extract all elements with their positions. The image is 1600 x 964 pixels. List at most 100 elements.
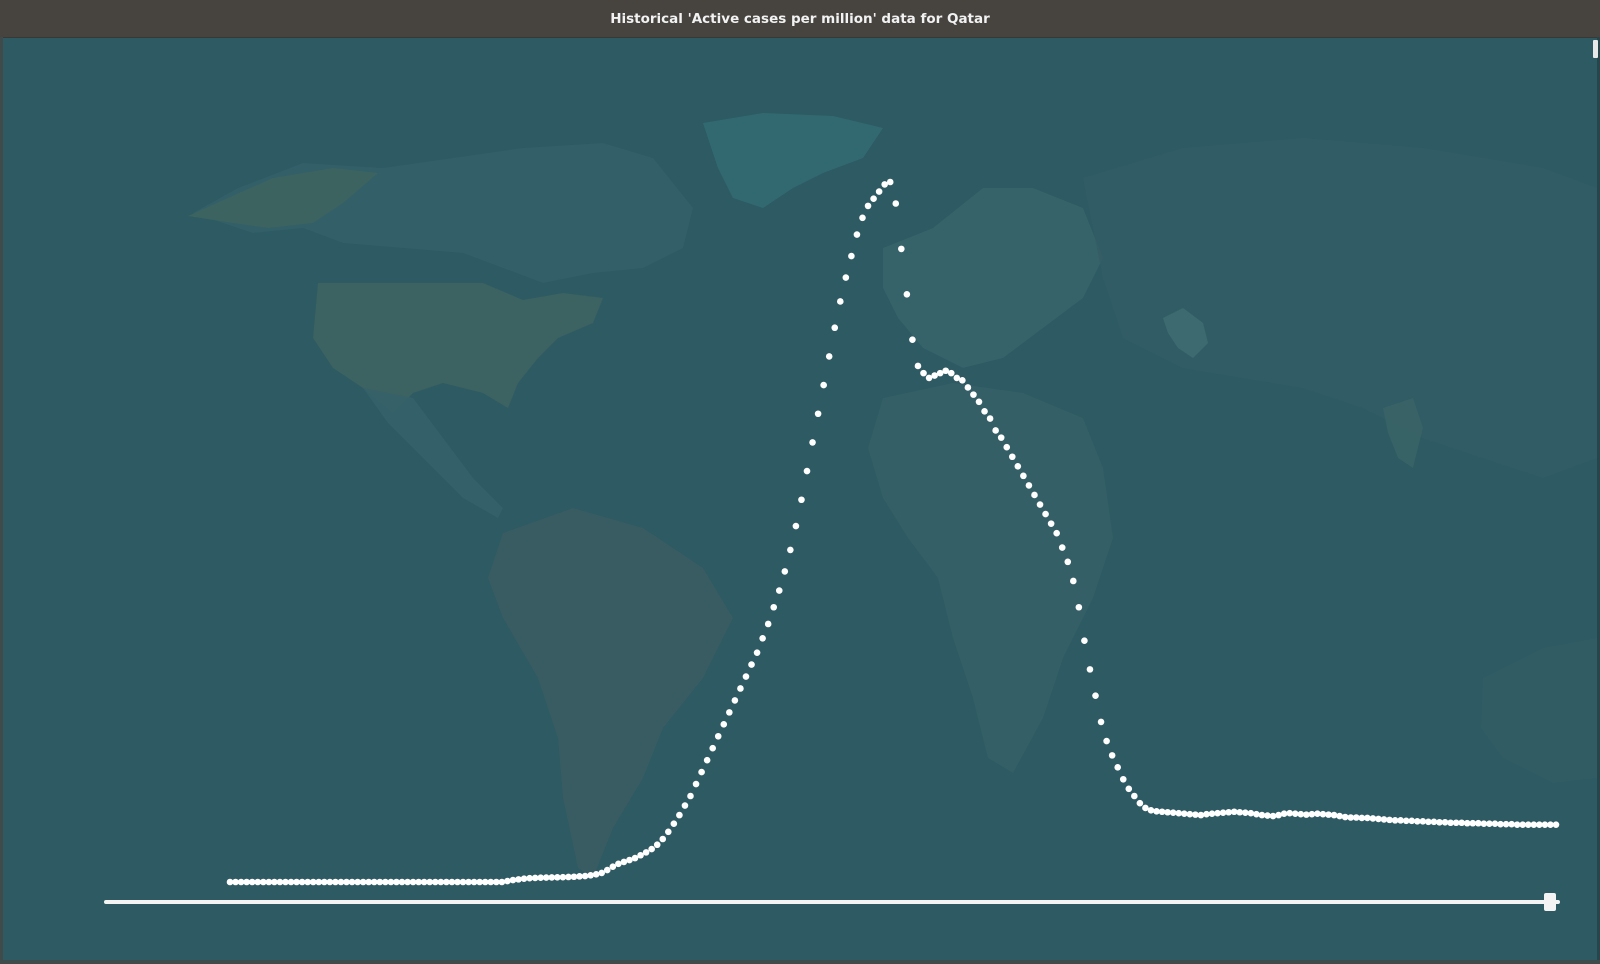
data-point <box>792 522 800 530</box>
data-point <box>1347 814 1355 821</box>
data-point <box>1203 810 1210 818</box>
data-point <box>1319 810 1327 818</box>
data-point <box>1441 818 1449 826</box>
data-point <box>1064 558 1072 566</box>
data-point <box>714 732 722 740</box>
data-point <box>1042 510 1049 518</box>
data-point <box>271 878 278 886</box>
data-point <box>692 780 700 788</box>
data-point <box>825 353 833 360</box>
data-point <box>1519 821 1527 828</box>
data-point <box>1280 810 1288 817</box>
data-point <box>1447 819 1454 827</box>
data-point <box>248 878 256 886</box>
data-point <box>864 202 872 210</box>
south-america-land <box>488 508 733 878</box>
data-point <box>787 546 794 554</box>
data-point <box>1491 820 1499 828</box>
data-point <box>1425 818 1432 826</box>
data-point <box>1164 808 1171 816</box>
data-point <box>526 874 533 882</box>
data-point <box>642 849 650 856</box>
data-point <box>881 181 888 188</box>
data-point <box>1158 808 1166 816</box>
data-point <box>1186 810 1194 818</box>
data-point <box>587 872 594 879</box>
data-point <box>1070 577 1077 585</box>
data-point <box>781 568 789 575</box>
data-point <box>520 875 528 882</box>
data-point <box>1408 817 1416 825</box>
data-point <box>1175 809 1183 817</box>
data-point <box>565 873 572 881</box>
data-point <box>1269 812 1277 820</box>
asia-land <box>1083 138 1597 478</box>
data-point <box>420 878 428 886</box>
data-point <box>848 252 855 260</box>
data-point <box>243 878 250 886</box>
data-point <box>409 878 417 886</box>
data-point <box>332 878 339 886</box>
data-point <box>831 324 839 332</box>
resize-handle[interactable] <box>1593 40 1598 58</box>
data-point <box>1031 491 1038 499</box>
data-point <box>620 858 628 866</box>
data-point <box>581 872 589 880</box>
data-point <box>1480 820 1488 828</box>
data-point <box>659 835 667 843</box>
timeline-slider-thumb[interactable] <box>1544 893 1556 911</box>
data-point <box>1142 804 1149 812</box>
data-point <box>698 768 705 776</box>
data-point <box>726 709 733 716</box>
data-point <box>859 214 866 222</box>
data-point <box>942 367 950 375</box>
data-point <box>1358 814 1366 822</box>
window-title: Historical 'Active cases per million' da… <box>610 10 990 27</box>
data-point <box>1458 819 1465 827</box>
data-point <box>1291 810 1299 817</box>
data-point <box>1097 718 1105 726</box>
data-point <box>1020 472 1027 480</box>
data-point <box>537 874 544 881</box>
data-point <box>504 877 511 885</box>
central-america-land <box>363 388 503 518</box>
data-point <box>232 878 239 886</box>
data-point <box>376 878 384 886</box>
europe-land <box>883 188 1103 368</box>
data-point <box>1275 811 1282 819</box>
data-point <box>670 820 678 828</box>
data-point <box>382 878 389 886</box>
timeline-slider-track[interactable] <box>104 900 1560 904</box>
data-point <box>309 878 317 886</box>
data-point <box>914 362 922 370</box>
usa-land <box>313 283 603 413</box>
data-point <box>626 856 633 864</box>
data-point <box>964 384 972 391</box>
data-point <box>1214 809 1221 817</box>
data-point <box>298 878 306 886</box>
data-point <box>370 878 378 886</box>
data-point <box>1486 820 1493 828</box>
data-point <box>1386 816 1393 824</box>
data-point <box>820 381 827 389</box>
data-point <box>1108 752 1116 759</box>
data-point <box>1303 811 1310 818</box>
data-point <box>365 878 373 886</box>
data-point <box>1308 810 1316 818</box>
data-point <box>1402 817 1410 825</box>
caspian-sea <box>1163 308 1208 358</box>
window-titlebar[interactable]: Historical 'Active cases per million' da… <box>0 0 1600 38</box>
data-point <box>742 673 750 680</box>
data-point <box>493 878 500 886</box>
data-point <box>709 744 716 752</box>
data-point <box>720 721 728 728</box>
data-point <box>1375 815 1382 823</box>
data-point <box>836 298 844 305</box>
data-point <box>337 878 345 886</box>
data-point <box>1053 529 1060 537</box>
data-point <box>1092 692 1099 699</box>
data-point <box>1524 821 1532 828</box>
data-point <box>1047 520 1055 527</box>
data-point <box>287 878 295 886</box>
